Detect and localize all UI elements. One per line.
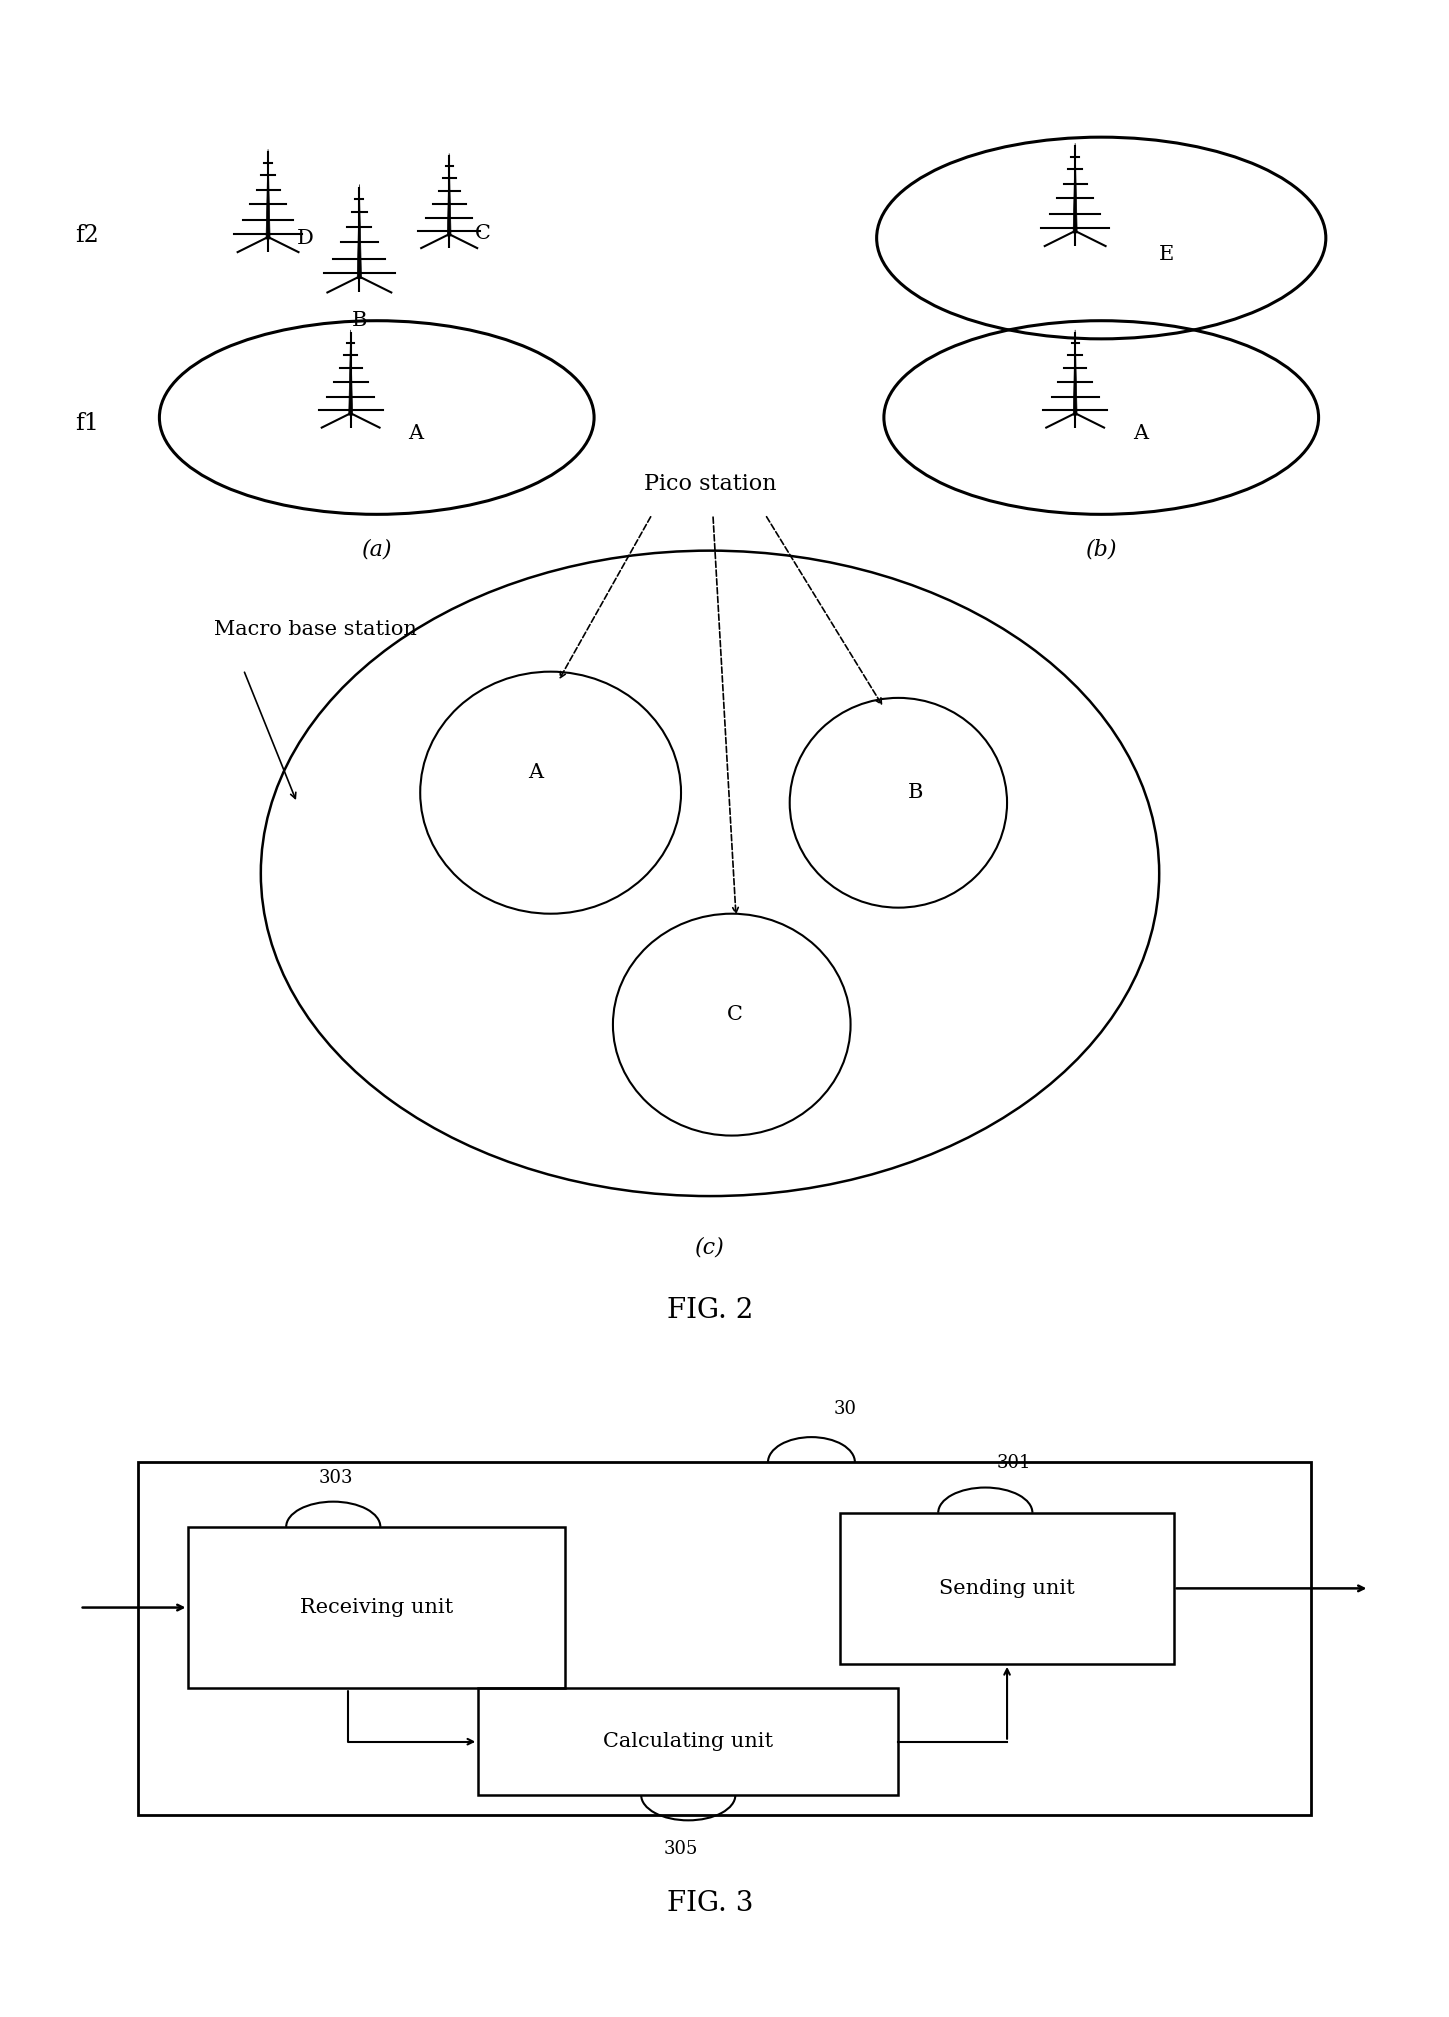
Text: 305: 305 <box>664 1840 698 1858</box>
Text: (c): (c) <box>696 1236 724 1259</box>
Text: E: E <box>1159 244 1175 264</box>
Text: 301: 301 <box>997 1454 1032 1472</box>
Text: B: B <box>909 783 923 803</box>
Bar <box>840 1513 1174 1664</box>
Text: Receiving unit: Receiving unit <box>300 1597 454 1618</box>
Text: Calculating unit: Calculating unit <box>603 1733 774 1751</box>
Text: FIG. 3: FIG. 3 <box>667 1890 753 1916</box>
Bar <box>478 1688 898 1795</box>
Text: 303: 303 <box>319 1468 354 1487</box>
Polygon shape <box>349 331 352 416</box>
Text: (b): (b) <box>1085 539 1117 561</box>
Polygon shape <box>1074 331 1077 416</box>
Text: Pico station: Pico station <box>643 474 777 494</box>
Text: 30: 30 <box>833 1400 856 1418</box>
Text: (a): (a) <box>361 539 393 561</box>
Text: C: C <box>727 1004 742 1025</box>
Text: f1: f1 <box>75 411 99 436</box>
Text: A: A <box>409 424 423 444</box>
Text: A: A <box>529 762 543 783</box>
Bar <box>188 1527 565 1688</box>
Text: f2: f2 <box>75 224 99 248</box>
Polygon shape <box>1074 143 1077 232</box>
Polygon shape <box>358 184 361 278</box>
Text: B: B <box>352 311 367 329</box>
Text: Macro base station: Macro base station <box>214 619 417 639</box>
Text: Sending unit: Sending unit <box>939 1579 1075 1597</box>
Text: A: A <box>1133 424 1148 444</box>
Polygon shape <box>448 153 451 236</box>
Polygon shape <box>267 149 270 240</box>
Text: D: D <box>297 228 314 248</box>
Text: FIG. 2: FIG. 2 <box>667 1297 753 1323</box>
Bar <box>138 1462 1311 1815</box>
Text: C: C <box>475 224 491 244</box>
